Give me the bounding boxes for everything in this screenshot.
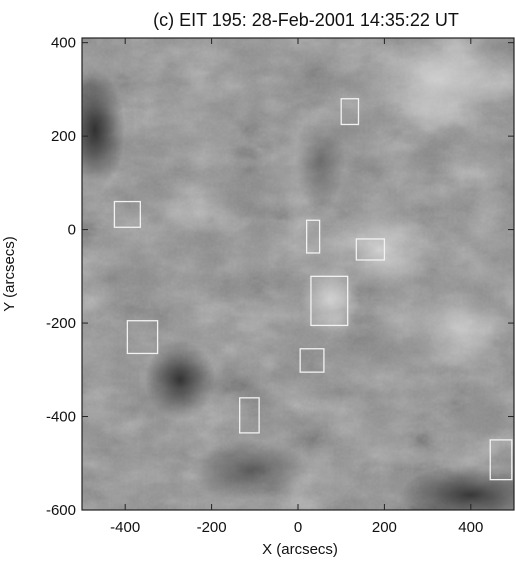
- y-tick-label: -600: [46, 502, 76, 519]
- region-box: [299, 348, 325, 373]
- solar-euv-image: [82, 38, 514, 510]
- y-axis: -600 -400 -200 0 200 400: [46, 35, 514, 519]
- region-box: [355, 238, 386, 261]
- y-axis-label: Y (arcsecs): [1, 236, 18, 312]
- y-tick-label: 400: [51, 35, 76, 52]
- x-axis-label: X (arcsecs): [262, 541, 338, 558]
- y-tick-label: 200: [51, 128, 76, 145]
- region-box: [113, 200, 141, 228]
- x-tick-label: 400: [458, 519, 483, 536]
- region-box: [126, 320, 159, 355]
- x-tick-label: -400: [110, 519, 140, 536]
- y-tick-label: -200: [46, 315, 76, 332]
- region-box: [310, 275, 349, 327]
- y-tick-label: 0: [68, 222, 76, 239]
- y-tick-label: -400: [46, 409, 76, 426]
- region-box: [340, 98, 360, 126]
- x-tick-label: -200: [197, 519, 227, 536]
- x-tick-label: 0: [294, 519, 302, 536]
- region-box: [489, 439, 513, 481]
- chart-title: (c) EIT 195: 28-Feb-2001 14:35:22 UT: [153, 10, 459, 30]
- x-tick-label: 200: [372, 519, 397, 536]
- x-axis: -400 -200 0 200 400: [110, 38, 483, 536]
- region-box: [239, 397, 260, 434]
- region-box: [305, 219, 321, 254]
